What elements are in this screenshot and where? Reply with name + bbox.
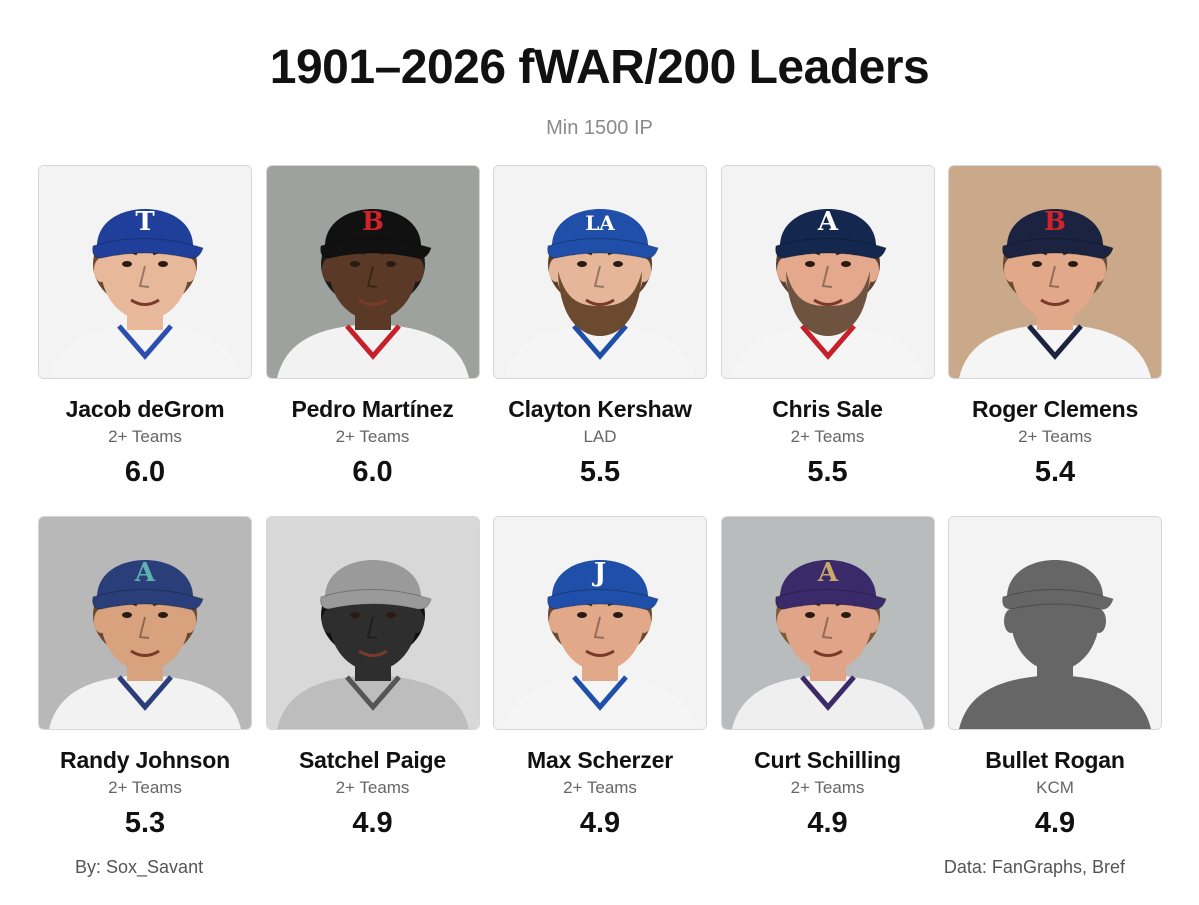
- player-photo: LA: [493, 165, 707, 379]
- player-photo: B: [265, 165, 480, 379]
- portrait-graphic: LA: [494, 166, 706, 378]
- player-card: B Roger Clemens 2+ Teams 5.4: [948, 165, 1162, 516]
- svg-text:LA: LA: [585, 211, 615, 235]
- player-name: Chris Sale: [772, 396, 883, 422]
- player-war-value: 5.3: [124, 807, 166, 839]
- player-war-value: 5.5: [579, 456, 621, 488]
- player-war-value: 6.0: [124, 456, 166, 488]
- player-card: A Randy Johnson 2+ Teams 5.3: [38, 516, 252, 867]
- player-card: A Curt Schilling 2+ Teams 4.9: [720, 516, 935, 867]
- player-photo: J: [493, 516, 707, 730]
- player-photo: [265, 516, 480, 730]
- player-name: Pedro Martínez: [291, 396, 454, 422]
- svg-text:T: T: [135, 207, 155, 237]
- player-card: A Chris Sale 2+ Teams 5.5: [720, 165, 935, 516]
- player-name: Satchel Paige: [299, 747, 446, 773]
- player-war-value: 4.9: [807, 807, 848, 839]
- player-team: LAD: [583, 427, 617, 446]
- player-card: B Pedro Martínez 2+ Teams 6.0: [265, 165, 480, 516]
- credit-text: By: Sox_Savant: [75, 857, 204, 877]
- player-name: Clayton Kershaw: [508, 396, 692, 422]
- player-name: Curt Schilling: [754, 747, 901, 773]
- leaders-grid: T Jacob deGrom 2+ Teams 6.0 B Pedro Mart…: [38, 165, 1162, 867]
- svg-text:A: A: [816, 207, 838, 237]
- player-card: LA Clayton Kershaw LAD 5.5: [493, 165, 707, 516]
- player-photo: A: [720, 516, 935, 730]
- player-war-value: 4.9: [579, 807, 621, 839]
- player-team: 2+ Teams: [335, 427, 410, 446]
- svg-text:A: A: [134, 558, 156, 588]
- player-team: 2+ Teams: [1018, 427, 1092, 446]
- svg-text:B: B: [1044, 207, 1066, 237]
- svg-text:B: B: [362, 207, 384, 237]
- player-name: Roger Clemens: [971, 396, 1139, 422]
- player-team: KCM: [1036, 778, 1074, 797]
- page-subtitle: Min 1500 IP: [546, 117, 653, 139]
- player-card: Bullet Rogan KCM 4.9: [948, 516, 1162, 867]
- player-name: Bullet Rogan: [985, 747, 1125, 773]
- player-photo: A: [720, 165, 935, 379]
- page-title: 1901–2026 fWAR/200 Leaders: [269, 41, 930, 94]
- player-photo: B: [948, 165, 1162, 379]
- portrait-graphic: J: [494, 517, 706, 729]
- player-photo: A: [38, 516, 252, 730]
- player-card: T Jacob deGrom 2+ Teams 6.0: [38, 165, 252, 516]
- portrait-graphic: B: [266, 166, 479, 378]
- player-war-value: 6.0: [352, 456, 393, 488]
- player-team: 2+ Teams: [108, 427, 182, 446]
- portrait-graphic: A: [721, 517, 934, 729]
- player-war-value: 5.5: [807, 456, 848, 488]
- player-name: Max Scherzer: [527, 747, 673, 773]
- portrait-graphic: [266, 517, 479, 729]
- player-war-value: 4.9: [352, 807, 393, 839]
- player-team: 2+ Teams: [563, 778, 637, 797]
- player-card: Satchel Paige 2+ Teams 4.9: [265, 516, 480, 867]
- svg-text:A: A: [816, 558, 838, 588]
- portrait-graphic: T: [39, 166, 251, 378]
- player-photo: T: [38, 165, 252, 379]
- player-name: Jacob deGrom: [65, 396, 225, 422]
- player-name: Randy Johnson: [60, 747, 230, 773]
- player-team: 2+ Teams: [790, 778, 865, 797]
- portrait-graphic: A: [721, 166, 934, 378]
- portrait-graphic: A: [39, 517, 251, 729]
- player-war-value: 4.9: [1034, 807, 1076, 839]
- portrait-graphic: B: [949, 166, 1161, 378]
- player-war-value: 5.4: [1034, 456, 1076, 488]
- player-team: 2+ Teams: [335, 778, 410, 797]
- portrait-graphic: [949, 517, 1161, 729]
- svg-text:J: J: [592, 558, 606, 588]
- source-text: Data: FanGraphs, Bref: [943, 857, 1125, 877]
- player-team: 2+ Teams: [108, 778, 182, 797]
- player-team: 2+ Teams: [790, 427, 865, 446]
- player-photo: [948, 516, 1162, 730]
- player-card: J Max Scherzer 2+ Teams 4.9: [493, 516, 707, 867]
